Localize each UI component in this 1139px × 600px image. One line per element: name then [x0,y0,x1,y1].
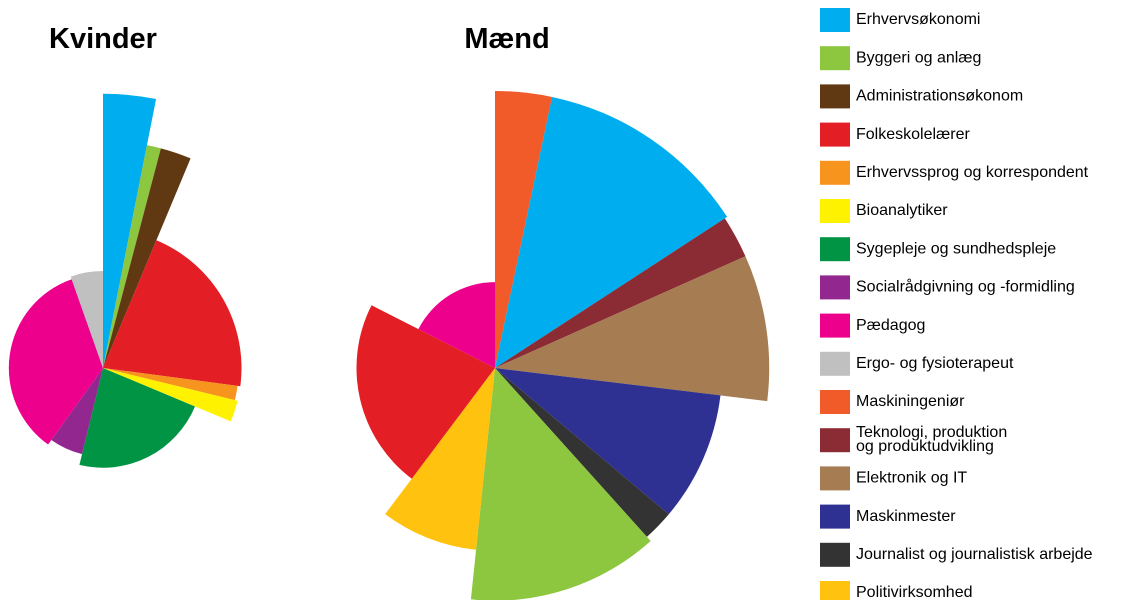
slice [495,218,746,368]
legend-label: Maskiningeniør [856,393,965,410]
legend-swatch [820,351,850,376]
legend-swatch [820,46,850,71]
legend-swatch [820,466,850,491]
legend-swatch [820,313,850,338]
slice [356,305,495,479]
legend-label: Elektronik og IT [856,470,967,487]
slice [495,368,669,537]
slice [385,368,495,550]
legend-label: Bioanalytiker [856,202,948,219]
legend-label: Administrationsøkonom [856,88,1023,105]
legend-label: Ergo- og fysioterapeut [856,355,1014,372]
slice [103,93,157,369]
legend-label: Maskinmester [856,508,956,525]
legend-swatch [820,275,850,300]
legend-swatch [820,504,850,529]
legend-swatch [820,237,850,262]
slice [103,148,191,368]
slice [495,91,553,368]
legend-swatch [820,390,850,414]
slice [70,271,103,368]
legend-swatch [820,199,850,223]
legend-swatch [820,122,850,147]
legend-label: Politivirksomhed [856,584,972,600]
slice [103,240,242,387]
slice [103,368,238,401]
slice [51,368,103,455]
legend-label: Erhvervsøkonomi [856,11,980,28]
legend-swatch [820,581,850,600]
slice [103,145,161,368]
slice [418,282,495,368]
legend-swatch [820,8,850,32]
legend-label: Erhvervssprog og korrespondent [856,164,1089,181]
slice [8,279,104,445]
legend-swatch [820,428,850,453]
slice [495,256,770,402]
slice [470,368,651,600]
legend-swatch [820,84,850,109]
legend-label: Pædagog [856,317,925,334]
slice [495,368,721,515]
legend-label: Journalist og journalistisk arbejde [856,546,1093,563]
legend-swatch [820,542,850,567]
slice [495,96,728,368]
slice [103,368,238,422]
chart-title: Mænd [464,23,549,55]
legend-swatch [820,160,850,185]
legend-label: Teknologi, produktion og produktudvikling [856,424,1007,455]
legend-label: Byggeri og anlæg [856,49,981,66]
legend-label: Socialrådgivning og -formidling [856,278,1075,296]
chart-title: Kvinder [49,23,157,55]
slice [79,368,196,468]
legend-label: Folkeskolelærer [856,126,970,143]
legend-label: Sygepleje og sundhedspleje [856,240,1056,257]
